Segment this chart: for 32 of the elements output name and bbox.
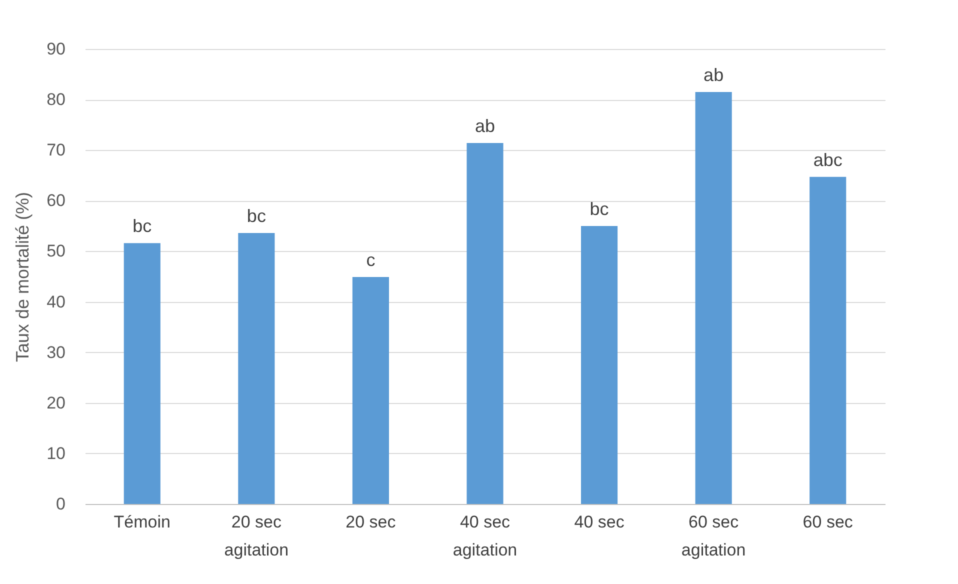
x-tick-label: 40 sec agitation — [452, 512, 518, 560]
y-tick-label: 70 — [46, 140, 66, 160]
x-tick-label: 60 sec — [802, 512, 854, 532]
bar — [581, 226, 618, 504]
y-tick-label: 0 — [56, 494, 66, 514]
annotation: bc — [132, 216, 152, 236]
y-axis-title: Taux de mortalité (%) — [12, 192, 33, 362]
x-tick-label: 40 sec — [574, 512, 625, 532]
bar — [810, 176, 846, 504]
annotation: c — [366, 250, 376, 270]
bar — [352, 277, 389, 504]
y-tick-label: 80 — [46, 90, 66, 110]
bar — [466, 143, 504, 504]
bar — [124, 243, 160, 504]
y-tick-label: 20 — [46, 393, 66, 412]
x-tick-label: 20 sec agitation — [224, 512, 289, 560]
x-tick-label: 20 sec — [346, 512, 396, 532]
x-tick-label: Témoin — [114, 512, 170, 532]
annotation: bc — [590, 198, 609, 219]
bar — [238, 233, 275, 504]
y-tick-label: 50 — [46, 242, 66, 261]
annotation: abc — [813, 150, 842, 170]
annotation: ab — [704, 64, 724, 85]
y-tick-label: 40 — [46, 292, 66, 312]
y-tick-label: 60 — [46, 191, 66, 210]
x-tick-label: 60 sec agitation — [681, 512, 746, 560]
y-tick-label: 10 — [46, 444, 66, 463]
y-tick-label: 90 — [46, 40, 66, 58]
y-tick-label: 30 — [46, 342, 66, 362]
bar — [695, 92, 732, 504]
annotation: bc — [246, 206, 266, 226]
annotation: ab — [474, 116, 496, 136]
